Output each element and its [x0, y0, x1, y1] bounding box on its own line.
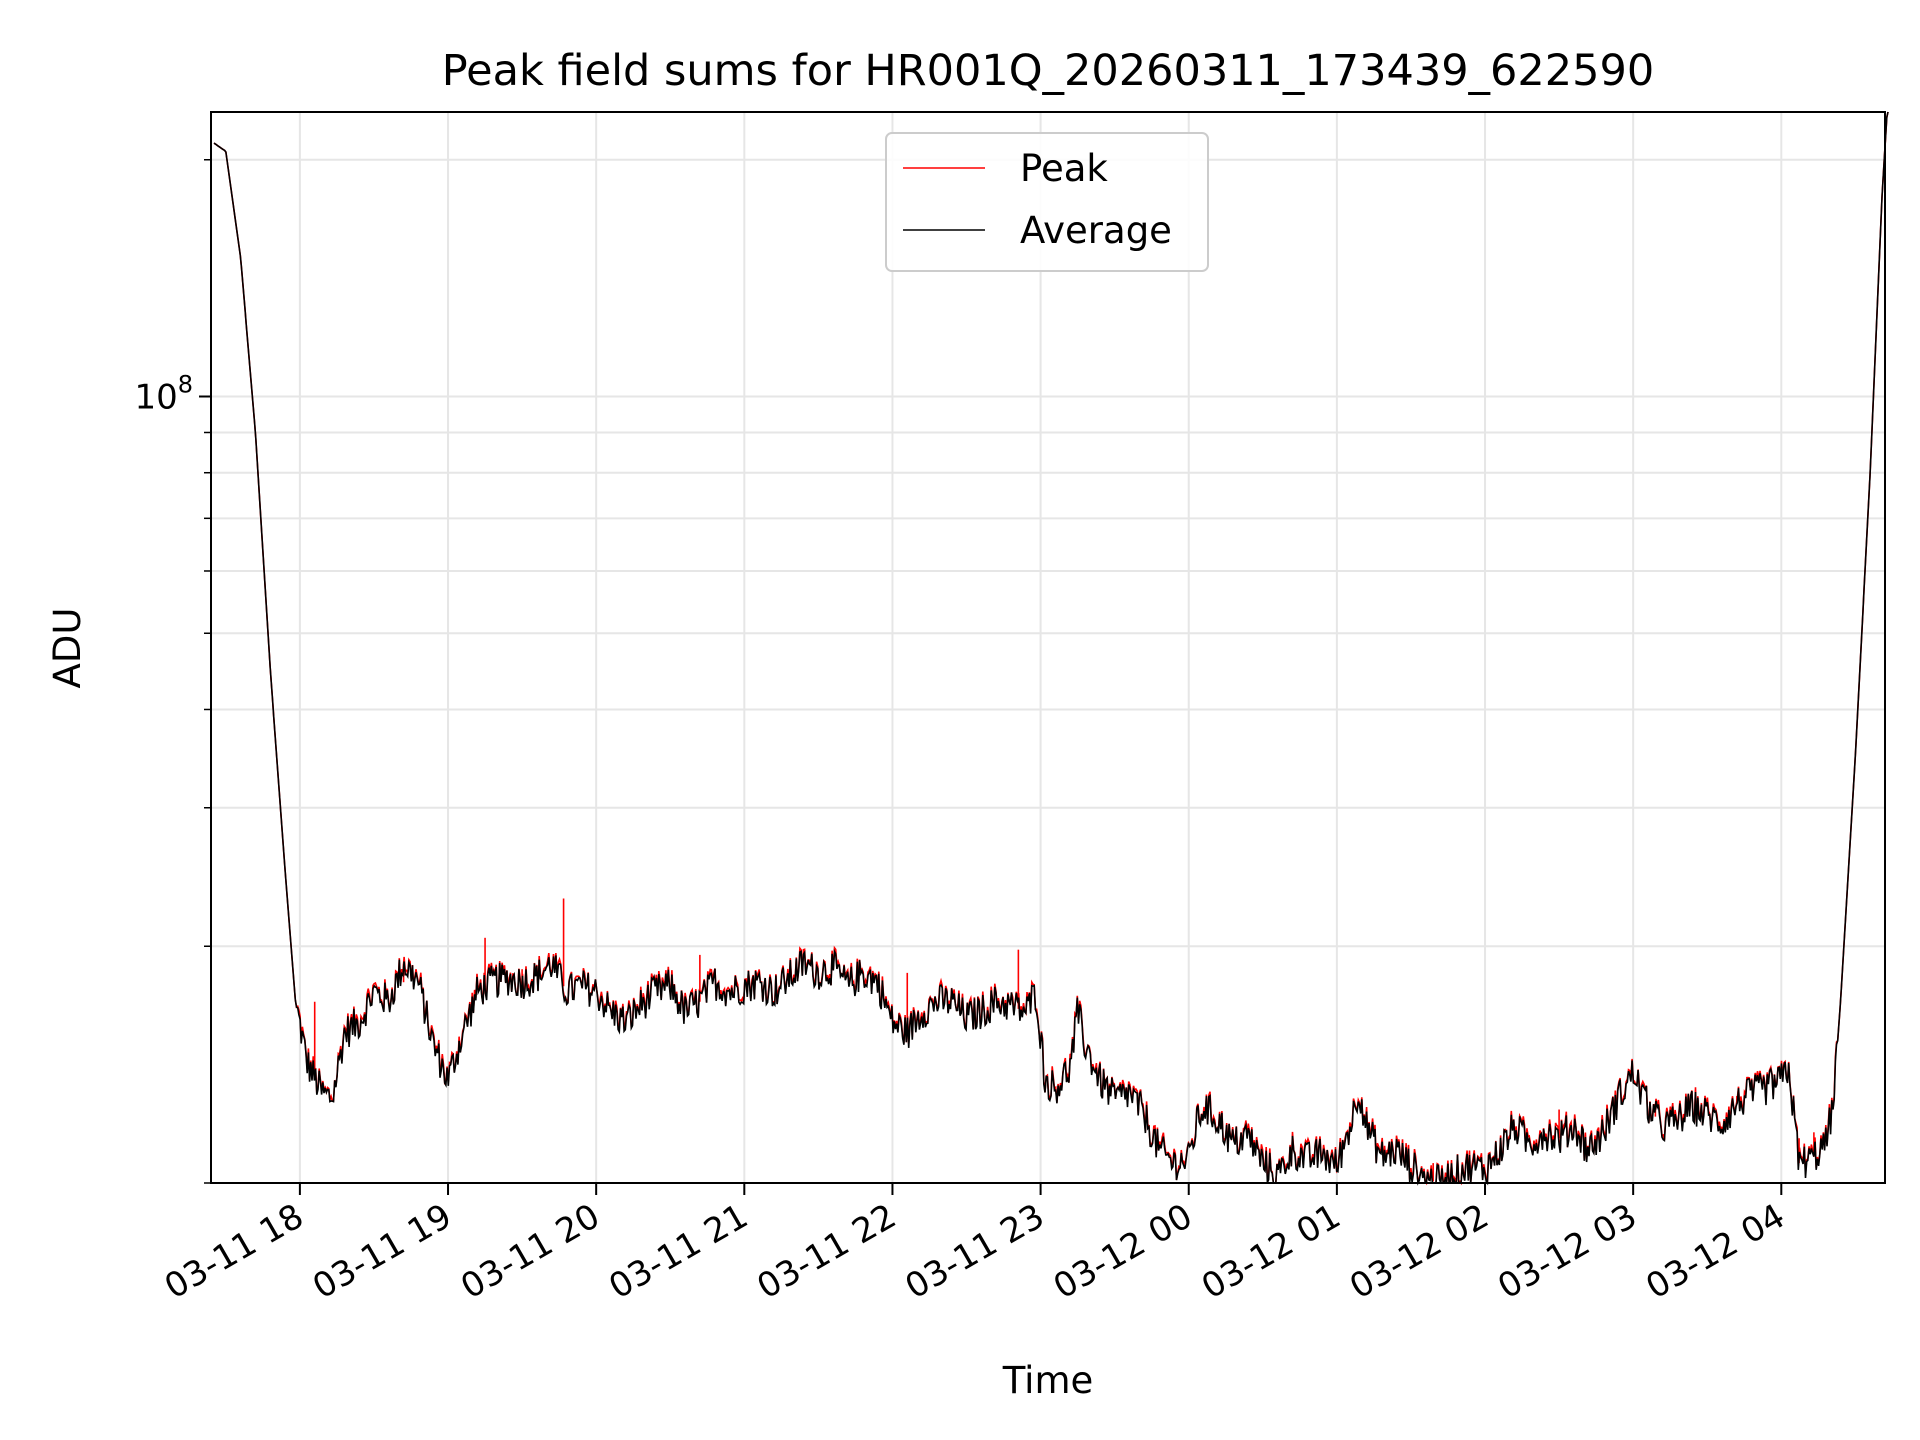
x-tick-label: 03-11 20	[454, 1196, 606, 1307]
x-tick-label: 03-11 23	[899, 1196, 1051, 1307]
legend: Peak Average	[885, 132, 1209, 272]
x-tick-label: 03-12 00	[1047, 1196, 1199, 1307]
y-tick-label: 108	[134, 370, 193, 417]
x-tick-label: 03-12 01	[1195, 1196, 1347, 1307]
grid-lines	[211, 112, 1885, 1184]
y-axis-label: ADU	[46, 608, 89, 689]
x-tick-label: 03-11 18	[158, 1196, 310, 1307]
x-tick-label: 03-11 22	[751, 1196, 903, 1307]
x-tick-label: 03-12 02	[1343, 1196, 1495, 1307]
legend-peak-label: Peak	[1020, 147, 1108, 190]
y-axis: 108	[134, 158, 211, 1184]
legend-average-label: Average	[1020, 209, 1172, 252]
chart-title: Peak field sums for HR001Q_20260311_1734…	[442, 46, 1654, 96]
x-tick-label: 03-11 21	[602, 1196, 754, 1307]
x-axis-label: Time	[1002, 1359, 1094, 1402]
plot-frame	[210, 111, 1886, 1184]
plot-series	[213, 111, 1889, 1186]
x-tick-label: 03-11 19	[306, 1196, 458, 1307]
x-tick-label: 03-12 04	[1639, 1196, 1791, 1307]
x-tick-label: 03-12 03	[1491, 1196, 1643, 1307]
average-series-line	[213, 111, 1889, 1186]
